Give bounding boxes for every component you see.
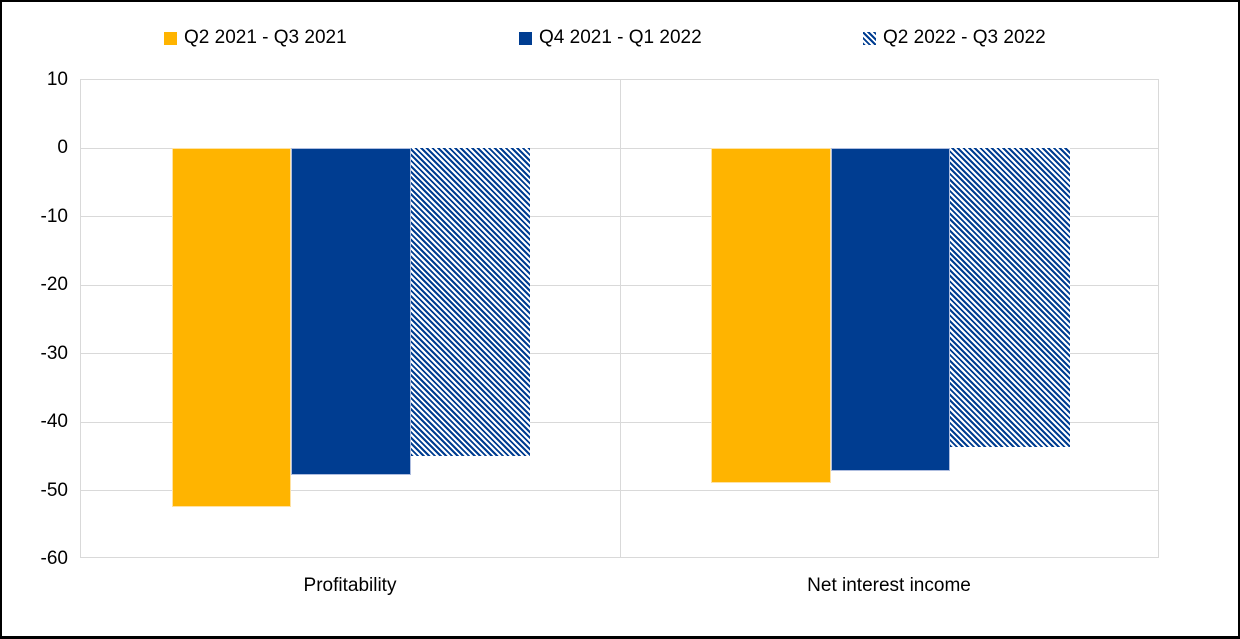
gridline-h [81, 421, 1158, 423]
y-tick-label: -10 [40, 205, 68, 227]
legend-swatch-orange-icon [164, 31, 177, 45]
bar-net-interest-income-series-1 [830, 148, 950, 471]
legend-item-q4-2021-q1-2022: Q4 2021 - Q1 2022 [519, 26, 702, 50]
legend-label: Q2 2021 - Q3 2021 [184, 27, 347, 48]
y-tick-label: -50 [40, 479, 68, 501]
legend-item-q2-2021-q3-2021: Q2 2021 - Q3 2021 [164, 26, 347, 50]
gridline-h [81, 353, 1158, 355]
legend: Q2 2021 - Q3 2021 Q4 2021 - Q1 2022 Q2 2… [2, 26, 1238, 50]
gridline-h [81, 490, 1158, 492]
bar-net-interest-income-series-0 [711, 148, 831, 484]
plot-area [80, 79, 1159, 558]
legend-swatch-hatched-icon [863, 31, 876, 45]
y-tick-label: 0 [57, 137, 68, 159]
legend-label: Q2 2022 - Q3 2022 [883, 27, 1046, 48]
y-tick-label: -60 [40, 548, 68, 569]
y-tick-label: -40 [40, 411, 68, 433]
category-label-net-interest-income: Net interest income [807, 575, 971, 596]
gridline-h [81, 284, 1158, 286]
y-tick-label: -30 [40, 342, 68, 364]
category-label-profitability: Profitability [303, 575, 397, 596]
y-tick-label: 10 [46, 69, 68, 90]
legend-label: Q4 2021 - Q1 2022 [539, 27, 702, 48]
gridline-h [81, 147, 1158, 149]
bar-net-interest-income-series-2 [950, 148, 1070, 447]
y-tick-label: -20 [40, 274, 68, 296]
gridline-h [81, 216, 1158, 218]
bar-profitability-series-0 [171, 148, 291, 507]
gridline-v [620, 80, 621, 557]
bar-profitability-series-1 [291, 148, 411, 475]
legend-swatch-blue-icon [519, 31, 532, 45]
bar-profitability-series-2 [410, 148, 530, 457]
legend-item-q2-2022-q3-2022: Q2 2022 - Q3 2022 [863, 26, 1046, 50]
